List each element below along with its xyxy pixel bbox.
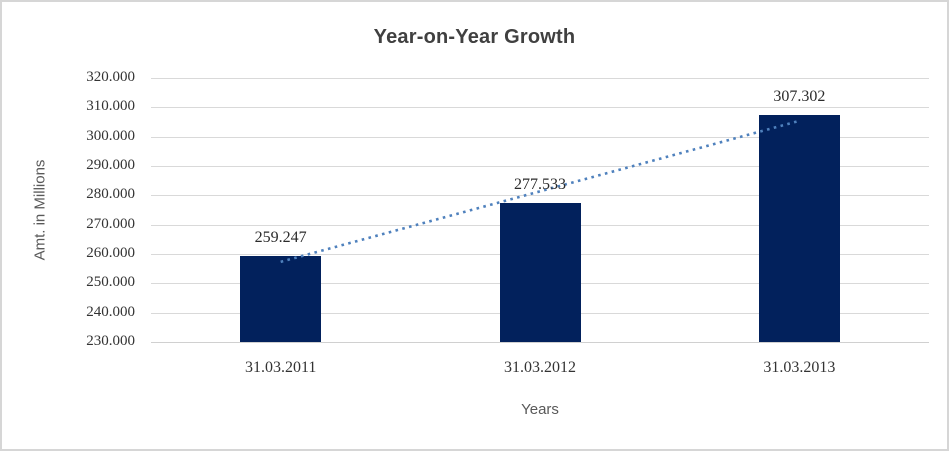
- y-tick-label: 270.000: [86, 215, 135, 232]
- y-tick-label: 280.000: [86, 186, 135, 203]
- y-gridline: [151, 166, 929, 167]
- y-gridline: [151, 195, 929, 197]
- y-tick-label: 290.000: [86, 157, 135, 173]
- chart-title: Year-on-Year Growth: [373, 26, 576, 48]
- bar-31.03.2011: [240, 256, 322, 342]
- y-gridline: [151, 78, 929, 79]
- y-tick-label: 230.000: [86, 333, 135, 349]
- bar-31.03.2012: [499, 202, 581, 342]
- plot-area: [151, 78, 929, 343]
- y-gridline: [151, 136, 929, 138]
- y-tick-label: 240.000: [86, 303, 135, 320]
- x-axis-line: [151, 342, 929, 343]
- x-axis-title: Years: [521, 401, 559, 418]
- bar-data-label: 259.247: [254, 229, 307, 247]
- y-tick-label: 320.000: [86, 69, 135, 85]
- y-tick-label: 260.000: [86, 245, 135, 261]
- x-tick-label: 31.03.2013: [763, 359, 836, 376]
- bar-data-label: 307.302: [773, 88, 826, 106]
- y-tick-label: 250.000: [86, 274, 135, 291]
- bar-data-label: 277.533: [514, 175, 566, 193]
- trendline: [280, 119, 800, 264]
- y-tick-label: 310.000: [86, 98, 135, 115]
- y-tick-label: 300.000: [86, 127, 135, 144]
- x-tick-label: 31.03.2012: [504, 359, 576, 376]
- y-gridline: [151, 107, 929, 109]
- x-tick-label: 31.03.2011: [244, 359, 317, 376]
- bar-31.03.2013: [758, 115, 840, 342]
